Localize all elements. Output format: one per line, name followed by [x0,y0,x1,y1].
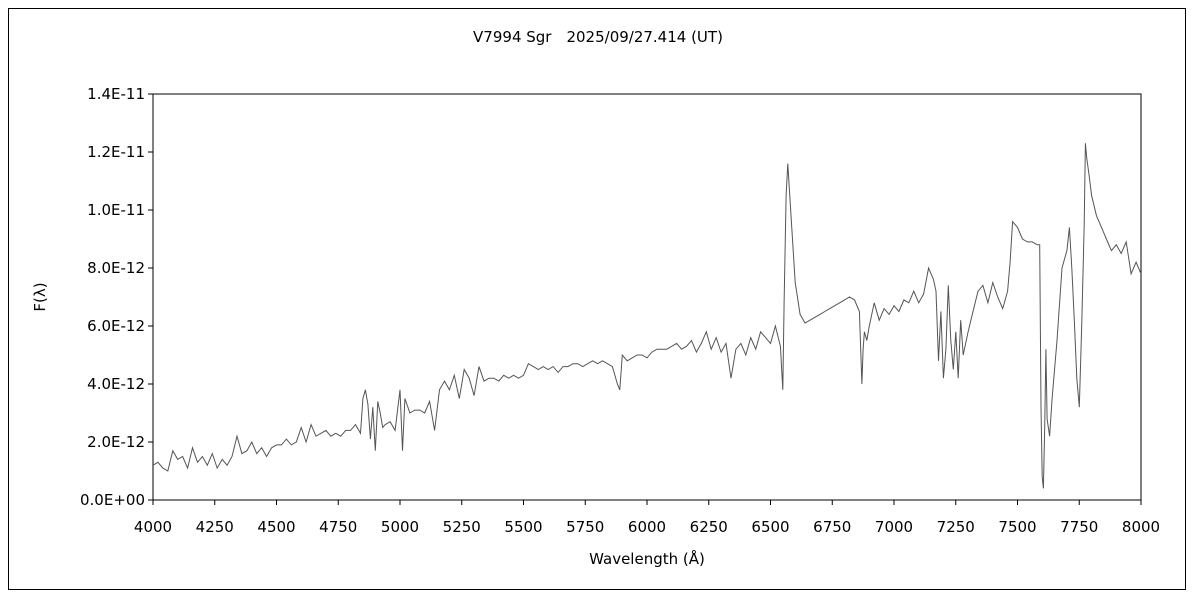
x-tick-label: 5750 [566,518,604,536]
plot-area [152,93,1142,501]
x-tick-label: 7500 [998,518,1036,536]
y-axis: 0.0E+00 2.0E-12 4.0E-12 6.0E-12 8.0E-12 1.0E-… [80,85,153,509]
x-tick-label: 4000 [134,518,172,536]
x-tick-label: 5250 [443,518,481,536]
x-tick-label: 4750 [319,518,357,536]
y-tick-label: 1.0E-11 [87,201,145,219]
y-tick-label: 1.2E-11 [87,143,145,161]
y-tick-label: 0.0E+00 [80,491,145,509]
chart-title: V7994 Sgr 2025/09/27.414 (UT) [473,28,723,46]
x-tick-label: 7250 [937,518,975,536]
chart-frame [8,8,1186,590]
y-tick-label: 1.4E-11 [87,85,145,103]
y-tick-label: 2.0E-12 [87,433,145,451]
y-tick-label: 4.0E-12 [87,375,145,393]
x-tick-label: 8000 [1122,518,1160,536]
x-tick-label: 6500 [751,518,789,536]
spectrum-line [152,143,1142,489]
x-tick-label: 7000 [875,518,913,536]
y-tick-label: 6.0E-12 [87,317,145,335]
x-tick-label: 7750 [1060,518,1098,536]
x-tick-label: 4250 [196,518,234,536]
y-tick-label: 8.0E-12 [87,259,145,277]
x-tick-label: 5000 [381,518,419,536]
x-axis-label: Wavelength (Å) [589,549,705,568]
x-tick-label: 6000 [628,518,666,536]
x-tick-label: 4500 [257,518,295,536]
x-axis: 4000 4250 4500 4750 5000 5250 5500 5750 6000 6250… [134,500,1160,536]
x-tick-label: 6250 [690,518,728,536]
y-axis-label: F(λ) [31,282,49,311]
x-tick-label: 6750 [813,518,851,536]
x-tick-label: 5500 [504,518,542,536]
